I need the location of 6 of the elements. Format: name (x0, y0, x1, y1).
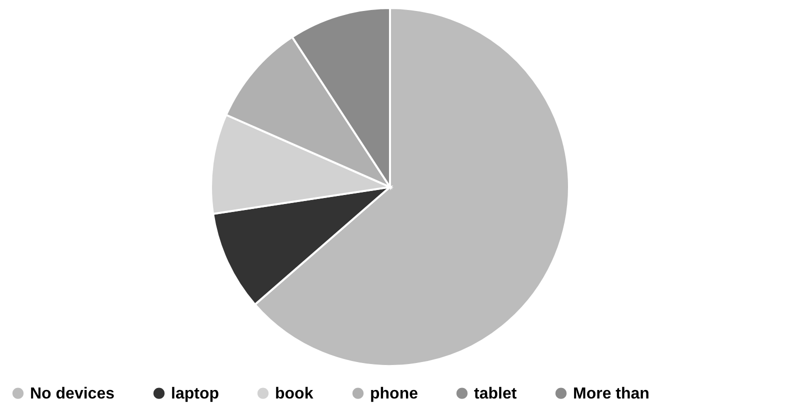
legend-label: laptop (171, 385, 220, 402)
legend-label: book (275, 385, 314, 402)
legend-label: More than (573, 385, 650, 402)
legend-label: tablet (474, 385, 518, 402)
legend-label: No devices (30, 385, 115, 402)
legend-label: phone (370, 385, 418, 402)
